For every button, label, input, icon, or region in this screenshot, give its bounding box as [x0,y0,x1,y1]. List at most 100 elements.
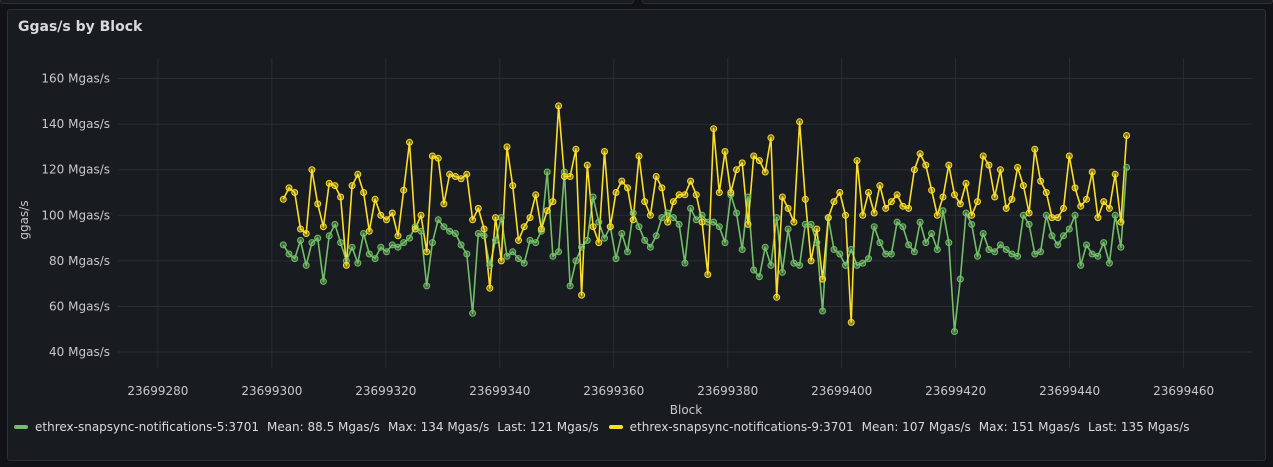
legend: ethrex-snapsync-notifications-5:3701 Mea… [14,418,1200,436]
series-1-point [629,209,637,217]
series-2-point [991,193,999,201]
series-1-point [698,211,706,219]
series-2-point [870,209,878,217]
series-1-point [457,241,465,249]
series-2-point [939,193,947,201]
above-panel-left-edge [0,0,634,4]
series-2-point [383,216,390,224]
series-1-point [830,246,838,253]
x-tick-label: 23699400 [811,384,872,398]
series-2-point [451,173,459,180]
series-1-point [583,236,591,244]
series-2-point [830,198,838,206]
series-2-point [537,225,545,233]
series-1-point [515,255,522,263]
series-2-point [365,227,373,235]
series-2-point [968,211,976,219]
series-1-point [985,246,993,253]
series-1-point [365,250,373,258]
series-1-point [474,230,482,237]
series-1-point [801,220,809,228]
series-2-point [996,166,1004,174]
series-1-point [1083,241,1090,249]
series-1-point [956,275,964,283]
series-1-point [899,223,907,231]
series-1-point [796,261,804,269]
series-2-point [417,211,425,219]
series-1-point [813,239,821,247]
series-1-point [503,252,511,260]
series-2-point [727,189,735,196]
series-1-point [526,236,534,244]
series-2-point [503,143,511,151]
series-2-point [509,182,517,190]
series-1-point [1002,246,1010,253]
series-1-point [773,214,781,222]
series-1-point [331,220,339,228]
series-2-point [801,195,809,203]
series-2-point [474,204,482,212]
y-tick-label: 160 Mgas/s [41,72,110,86]
series-2-point [865,189,872,196]
series-1-point [612,255,620,263]
series-1-point [646,243,654,251]
series-1-point [566,282,574,290]
y-tick-label: 60 Mgas/s [49,299,110,313]
series-2-point [400,186,408,194]
series-1-point [624,248,631,256]
series-1-point [928,230,936,237]
series-1-point [675,220,683,228]
series-1-point [1100,239,1108,247]
series-2-point [922,161,930,169]
series-2-point [629,216,637,224]
series-1-point [394,243,402,251]
y-tick-label: 140 Mgas/s [41,117,110,131]
x-tick-label: 23699380 [697,384,758,398]
series-1-point [865,255,872,263]
series-2-point [836,189,844,196]
series-1-point [1065,225,1073,233]
legend-item-series-2[interactable]: ethrex-snapsync-notifications-9:3701 Mea… [608,420,1190,434]
series-1-point [411,223,419,231]
series-2-point [492,214,499,222]
series-1-point [979,230,987,237]
series-1-point [348,243,356,251]
series-1-point [710,218,718,226]
series-2-point [406,138,413,146]
series-2-point [319,223,327,231]
series-1-point [319,277,327,285]
series-1-point [847,246,855,253]
series-1-point [658,214,666,222]
series-1-point [555,248,563,256]
series-1-point [388,241,396,249]
series-1-point [641,236,649,244]
series-2-point [1105,204,1113,212]
y-tick-label: 80 Mgas/s [49,254,110,268]
series-1-point [428,239,436,247]
legend-item-series-1[interactable]: ethrex-snapsync-notifications-5:3701 Mea… [14,420,599,434]
legend-swatch-series-1 [14,425,28,429]
series-2-point [790,218,798,226]
x-axis-title: Block [670,403,703,417]
series-2-point [457,175,465,183]
series-1-point [738,246,746,253]
series-1-point [1111,211,1119,219]
series-2-point [945,161,953,169]
series-2-point [606,223,614,231]
panel-title[interactable]: Ggas/s by Block [18,19,143,35]
series-2-point [297,225,304,233]
x-tick-label: 23699460 [1153,384,1214,398]
series-2-point [704,271,712,278]
series-2-point [916,150,924,158]
x-tick-label: 23699420 [925,384,986,398]
series-2-point [377,211,385,219]
series-2-point [635,152,643,160]
series-2-point [652,173,660,180]
series-2-point [543,207,551,215]
series-1-point [520,259,528,267]
series-1-point [509,248,517,256]
series-2-point [755,157,763,165]
series-2-point [882,204,890,212]
series-2-point [325,179,333,187]
series-1-point [755,273,763,281]
